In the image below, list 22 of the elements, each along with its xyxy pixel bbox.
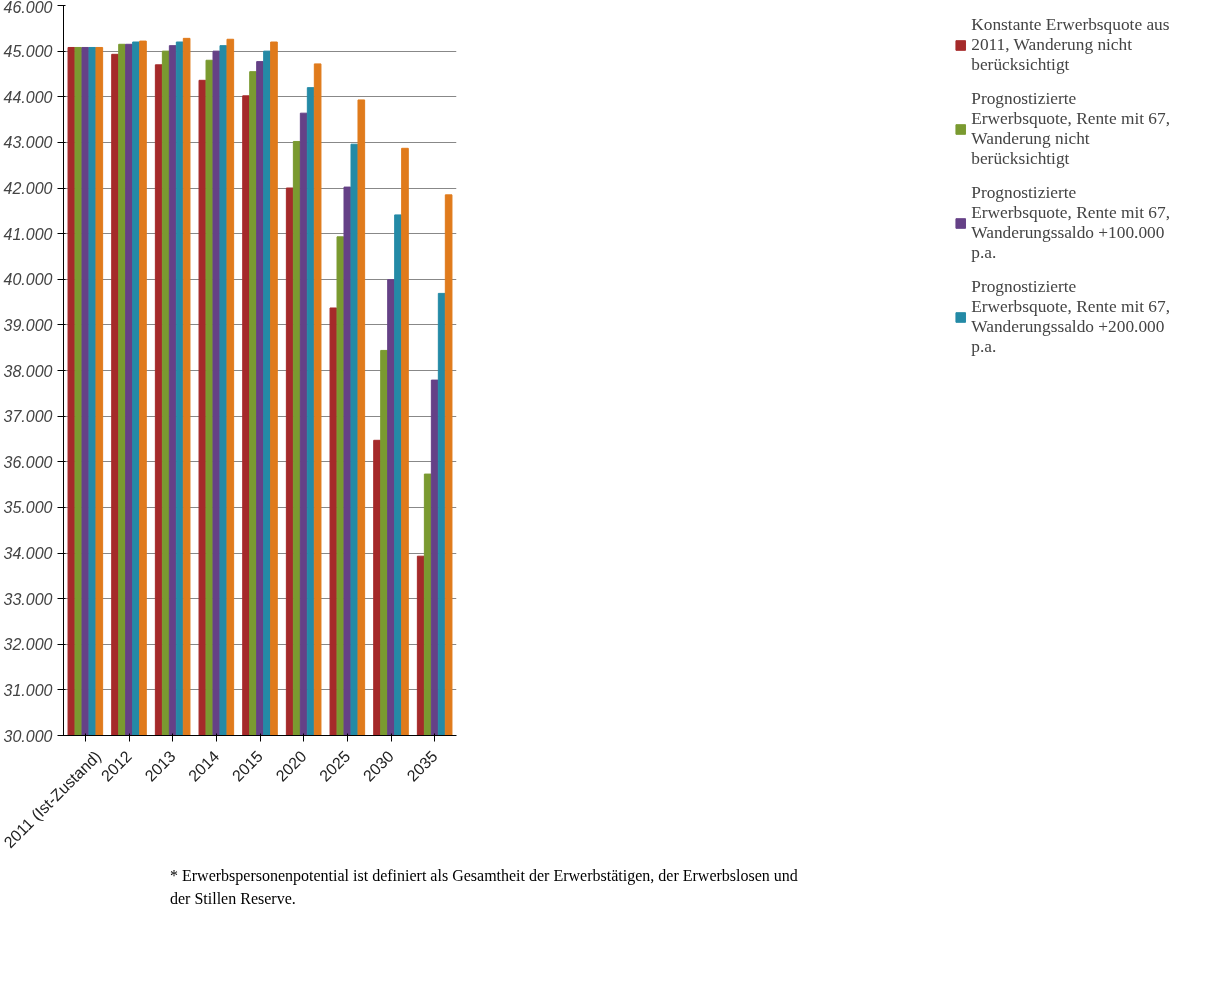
y-tick-label: 31.000: [3, 681, 53, 699]
y-tick-label: 34.000: [3, 545, 53, 562]
y-tick-label: 46.000: [3, 0, 53, 16]
y-tick-label: 41.000: [3, 225, 53, 243]
legend-label: Prognostizierte Erwerbsquote, Rente mit 67, Wanderungssaldo +100.000 p.a.: [971, 183, 1170, 263]
y-tick-label: 39.000: [3, 316, 53, 334]
y-tick-label: 40.000: [3, 271, 53, 289]
y-tick-label: 36.000: [3, 453, 53, 471]
y-tick-label: 37.000: [3, 408, 53, 426]
y-tick-label: 30.000: [3, 727, 53, 745]
legend-label: Konstante Erwerbsquote aus 2011, Wanderung nicht berücksichtigt: [971, 15, 1170, 75]
legend-label: Prognostizierte Erwerbsquote, Rente mit 67, Wanderung nicht berücksichtigt: [971, 89, 1170, 169]
y-tick-label: 33.000: [3, 590, 53, 608]
y-tick-label: 42.000: [3, 180, 53, 197]
y-tick-label: 43.000: [3, 134, 53, 152]
legend-label: Prognostizierte Erwerbsquote, Rente mit 67, Wanderungssaldo +200.000 p.a.: [971, 277, 1170, 357]
y-tick-label: 35.000: [3, 499, 53, 517]
y-tick-label: 45.000: [3, 43, 53, 61]
y-tick-label: 44.000: [3, 88, 53, 106]
text: * Erwerbspersonenpotential ist definiert als Gesamtheit der Erwerbstätigen, der Erwerbslosen und der Stillen Reserve.: [170, 866, 799, 909]
y-tick-label: 32.000: [3, 636, 53, 654]
y-tick-label: 38.000: [3, 362, 53, 380]
